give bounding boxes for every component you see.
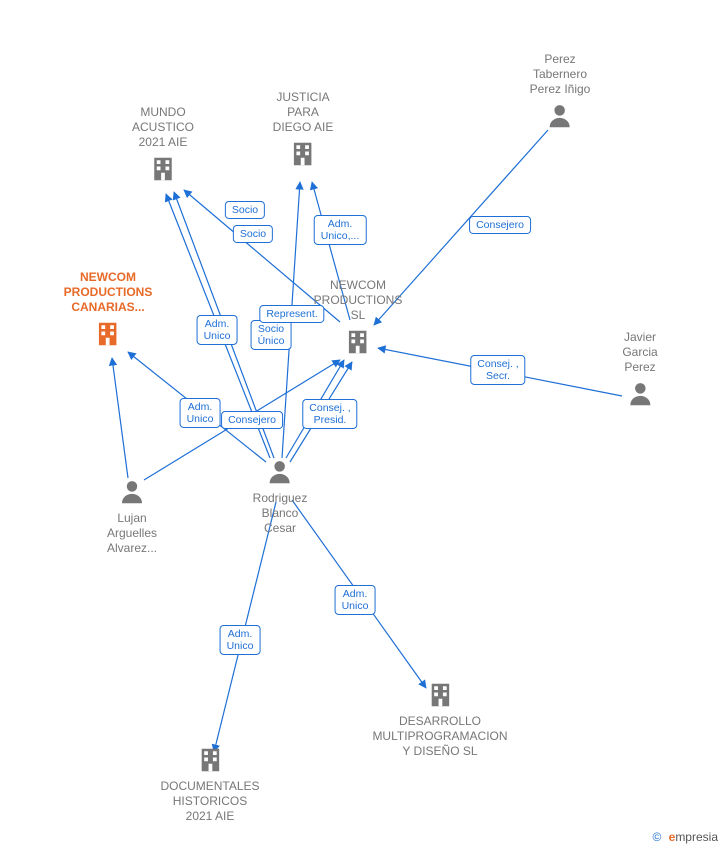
edge-line: [374, 130, 548, 325]
edge-line: [166, 194, 270, 458]
copyright-symbol: ©: [652, 830, 661, 844]
edge-line: [312, 182, 350, 320]
edge-line: [282, 182, 300, 458]
watermark: © empresia: [652, 830, 718, 844]
edge-line: [174, 192, 274, 458]
edge-line: [290, 362, 352, 462]
edge-line: [144, 360, 340, 480]
edge-line: [214, 502, 276, 752]
edge-line: [112, 358, 128, 478]
edge-line: [378, 348, 622, 396]
edges-layer: [0, 0, 728, 850]
edge-line: [128, 352, 266, 462]
edge-line: [184, 190, 340, 322]
brand-rest: mpresia: [675, 830, 718, 844]
edge-line: [292, 500, 426, 688]
